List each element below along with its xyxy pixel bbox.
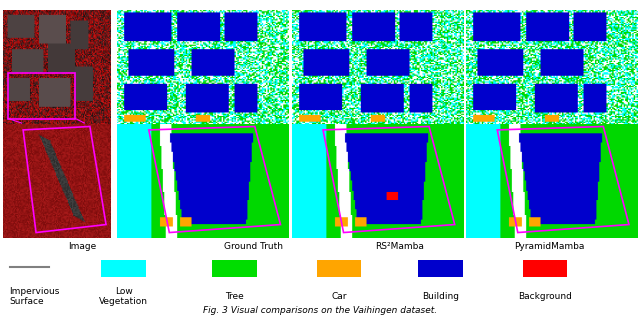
Text: Image: Image <box>68 242 97 251</box>
Text: Impervious
Surface: Impervious Surface <box>10 287 60 306</box>
Text: Background: Background <box>518 292 572 301</box>
FancyBboxPatch shape <box>212 260 257 277</box>
Text: Tree: Tree <box>225 292 244 301</box>
FancyBboxPatch shape <box>101 260 146 277</box>
FancyBboxPatch shape <box>523 260 567 277</box>
Bar <box>8 73 76 118</box>
Text: Car: Car <box>332 292 347 301</box>
Text: Building: Building <box>422 292 459 301</box>
FancyBboxPatch shape <box>418 260 463 277</box>
Text: Low
Vegetation: Low Vegetation <box>99 287 148 306</box>
Text: Fig. 3 Visual comparisons on the Vaihingen dataset.: Fig. 3 Visual comparisons on the Vaihing… <box>203 306 437 315</box>
FancyBboxPatch shape <box>317 260 361 277</box>
Text: RS²Mamba: RS²Mamba <box>375 242 424 251</box>
Text: PyramidMamba: PyramidMamba <box>514 242 584 251</box>
Text: Ground Truth: Ground Truth <box>224 242 283 251</box>
